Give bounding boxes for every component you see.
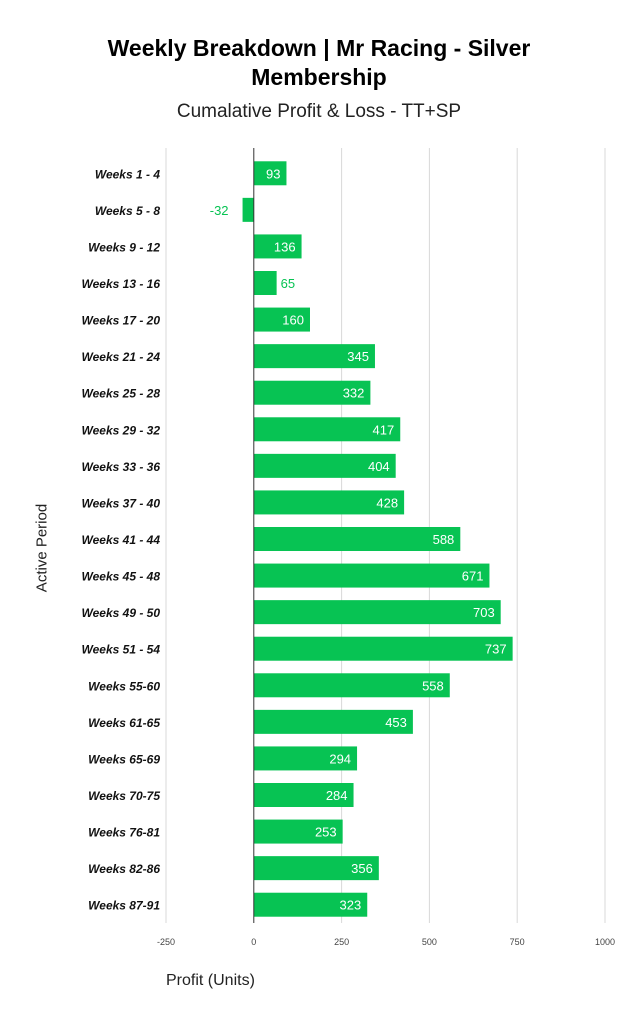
data-label: 93 — [266, 166, 280, 181]
data-label: 284 — [326, 788, 348, 803]
x-tick-label: -250 — [157, 937, 175, 947]
category-label: Weeks 87-91 — [88, 899, 160, 913]
data-label: 428 — [376, 495, 398, 510]
data-label: 332 — [343, 386, 365, 401]
category-label: Weeks 76-81 — [88, 826, 160, 840]
chart-subtitle: Cumalative Profit & Loss - TT+SP — [176, 101, 462, 122]
bar — [253, 380, 371, 405]
data-label: 294 — [329, 751, 351, 766]
bar — [253, 527, 461, 551]
bar — [253, 892, 368, 917]
category-label: Weeks 41 - 44 — [82, 533, 161, 547]
x-tick-label: 0 — [251, 937, 256, 947]
data-label: 404 — [368, 459, 390, 474]
bar — [253, 600, 501, 625]
x-tick-label: 500 — [422, 937, 437, 947]
bar — [253, 819, 343, 844]
bar — [253, 453, 396, 478]
chart-title-line-1: Weekly Breakdown | Mr Racing - Silver — [107, 35, 531, 61]
bar — [253, 344, 375, 369]
category-label: Weeks 65-69 — [88, 752, 160, 766]
category-label: Weeks 1 - 4 — [95, 167, 160, 181]
category-label: Weeks 21 - 24 — [82, 350, 161, 364]
category-label: Weeks 9 - 12 — [88, 240, 160, 254]
bar — [253, 636, 513, 661]
data-label: 323 — [340, 898, 362, 913]
category-label: Weeks 13 - 16 — [82, 277, 161, 291]
data-label: 136 — [274, 239, 296, 254]
bar — [253, 234, 302, 259]
bar — [253, 673, 450, 698]
category-label: Weeks 33 - 36 — [82, 460, 161, 474]
chart-title-line-2: Membership — [251, 64, 387, 90]
data-label: 558 — [422, 678, 444, 693]
category-label: Weeks 55-60 — [88, 679, 160, 693]
x-tick-label: 1000 — [595, 937, 615, 947]
category-label: Weeks 49 - 50 — [82, 606, 161, 620]
category-label: Weeks 51 - 54 — [82, 643, 161, 657]
data-label: 671 — [462, 569, 484, 584]
bar — [253, 490, 405, 515]
x-tick-label: 250 — [334, 937, 349, 947]
category-label: Weeks 45 - 48 — [82, 570, 161, 584]
category-label: Weeks 61-65 — [88, 716, 160, 730]
category-label: Weeks 5 - 8 — [95, 204, 160, 218]
data-label: 417 — [373, 422, 395, 437]
data-label: 356 — [351, 861, 373, 876]
bar — [253, 783, 354, 807]
data-label: 160 — [282, 313, 304, 328]
bar — [253, 709, 413, 734]
x-axis-label: Profit (Units) — [166, 972, 255, 989]
category-label: Weeks 37 - 40 — [82, 496, 161, 510]
bar — [253, 856, 379, 881]
category-label: Weeks 82-86 — [88, 862, 160, 876]
category-label: Weeks 70-75 — [88, 789, 160, 803]
bar — [242, 197, 254, 222]
data-label: 703 — [473, 605, 495, 620]
bar — [253, 417, 401, 442]
category-label: Weeks 25 - 28 — [82, 387, 161, 401]
category-label: Weeks 17 - 20 — [82, 314, 161, 328]
data-label: 345 — [347, 349, 369, 364]
bar — [253, 746, 358, 771]
data-label: 737 — [485, 642, 507, 657]
data-label: 65 — [281, 276, 295, 291]
data-label: 588 — [433, 532, 455, 547]
bar — [253, 563, 490, 588]
data-label: 453 — [385, 715, 407, 730]
category-label: Weeks 29 - 32 — [82, 423, 161, 437]
bar — [253, 161, 287, 186]
bar — [253, 271, 277, 295]
bar — [253, 307, 310, 332]
data-label: 253 — [315, 825, 337, 840]
x-tick-label: 750 — [510, 937, 525, 947]
data-label: -32 — [210, 203, 229, 218]
